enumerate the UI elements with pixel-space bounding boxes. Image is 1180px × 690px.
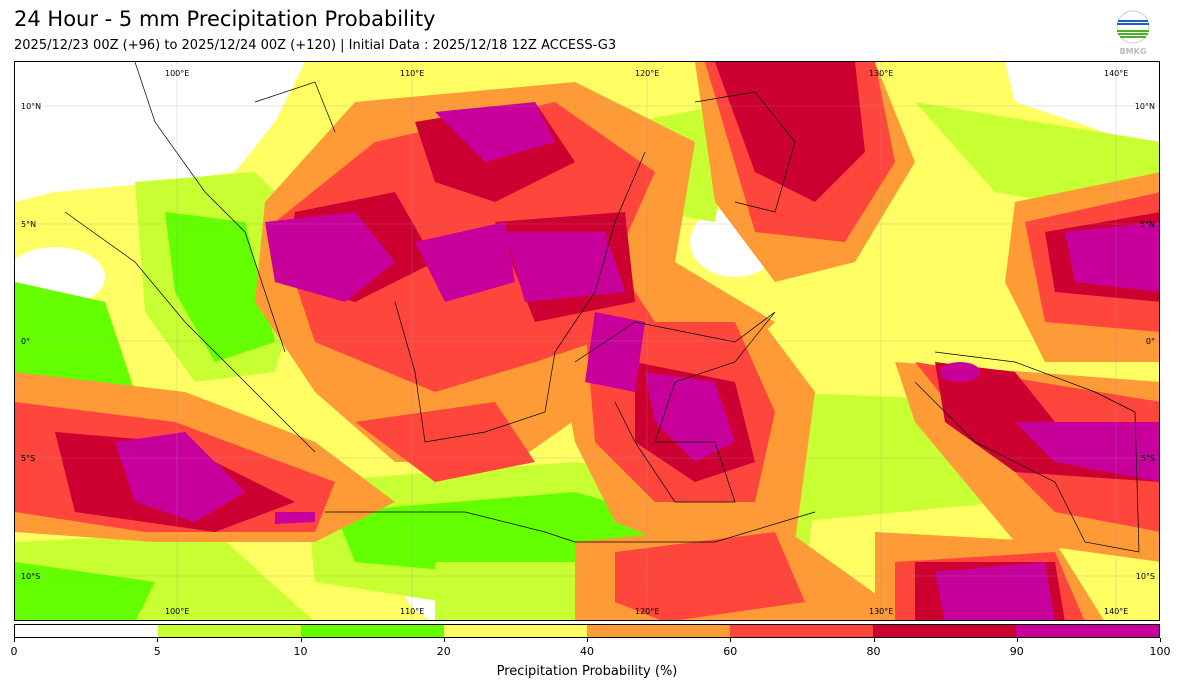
gridlines [15,62,1159,620]
lon-label: 110°E [400,607,424,616]
colorbar-segment [15,625,158,637]
lat-label: 0° [1146,337,1155,346]
lat-label: 5°S [1141,454,1155,463]
colorbar-tick-label: 40 [580,645,594,658]
colorbar-tick [443,638,445,642]
lat-labels-left: 10°N 5°N 0° 5°S 10°S [21,102,41,581]
lat-label: 5°N [1140,220,1155,229]
colorbar-segment [1016,625,1159,637]
colorbar-segment [301,625,444,637]
magenta-regions [115,102,1159,620]
lon-label: 130°E [869,69,893,78]
colorbar-segment [587,625,730,637]
colorbar-tick-label: 20 [436,645,451,658]
bmkg-logo: BMKG [1116,10,1150,56]
lon-label: 120°E [635,607,659,616]
precipitation-map: 100°E 110°E 120°E 130°E 140°E 100°E 110°… [14,61,1160,621]
colorbar-segment [158,625,301,637]
lon-label: 100°E [165,69,189,78]
lat-label: 5°S [21,454,35,463]
colorbar-tick-label: 90 [1009,645,1024,658]
lon-label: 140°E [1104,69,1128,78]
colorbar-segment [444,625,587,637]
colorbar-tick [873,638,875,642]
lon-label: 120°E [635,69,659,78]
lon-label: 130°E [869,607,893,616]
chart-subtitle: 2025/12/23 00Z (+96) to 2025/12/24 00Z (… [14,38,617,53]
lat-label: 10°S [1136,572,1155,581]
svg-text:BMKG: BMKG [1120,47,1147,56]
lon-label: 140°E [1104,607,1128,616]
colorbar-tick [730,638,732,642]
coastlines [64,62,1140,553]
lat-label: 10°S [21,572,40,581]
lat-label: 10°N [1135,102,1155,111]
lat-label: 5°N [21,220,36,229]
lon-label: 100°E [165,607,189,616]
chart-title: 24 Hour - 5 mm Precipitation Probability [14,7,436,31]
colorbar-tick [14,638,15,642]
lat-label: 0° [21,337,30,346]
colorbar-tick-label: 5 [153,645,161,658]
colorbar-tick [587,638,588,642]
colorbar-segment [873,625,1016,637]
colorbar-tick-label: 60 [723,645,738,658]
colorbar-tick-label: 100 [1149,645,1171,658]
colorbar-label: Precipitation Probability (%) [496,664,678,679]
colorbar [14,624,1160,638]
colorbar-tick [1016,638,1018,642]
lat-label: 10°N [21,102,41,111]
colorbar-segment [730,625,873,637]
lat-labels-right: 10°N 5°N 0° 5°S 10°S [1135,102,1155,581]
lon-labels-top: 100°E 110°E 120°E 130°E 140°E [165,69,1128,78]
colorbar-tick [157,638,159,642]
colorbar-tick-label: 10 [293,645,308,658]
colorbar-tick [1160,638,1161,642]
lon-labels-bottom: 100°E 110°E 120°E 130°E 140°E [165,607,1128,616]
colorbar-tick [300,638,302,642]
lon-label: 110°E [400,69,424,78]
colorbar-tick-label: 80 [866,645,881,658]
colorbar-tick-label: 0 [10,645,18,658]
